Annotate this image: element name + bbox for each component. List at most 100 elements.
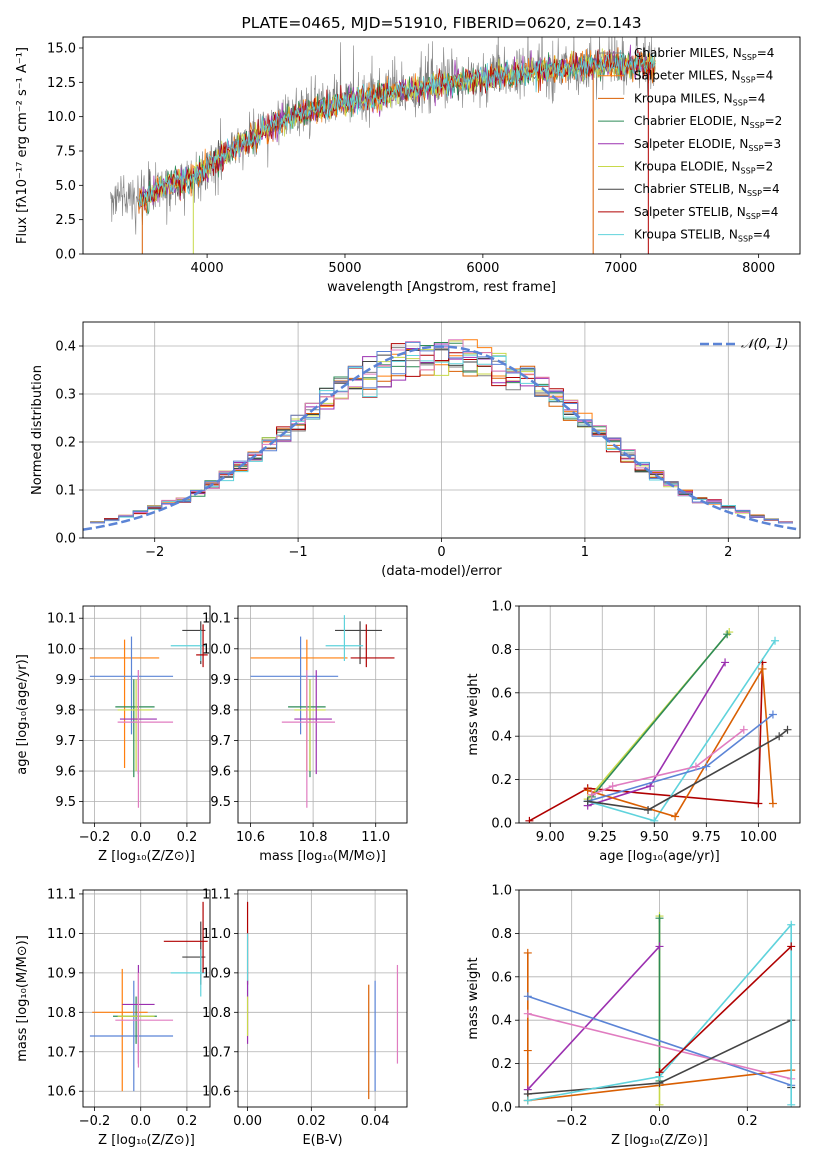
x-tick-label: −1 (289, 545, 308, 560)
y-tick-label: 0.4 (491, 1014, 512, 1029)
mass-vs-ebv-frame (237, 889, 408, 1108)
weight-marker (671, 812, 680, 821)
legend-label: Kroupa ELODIE, NSSP=2 (634, 160, 773, 176)
data-point (89, 639, 160, 768)
x-tick-label: 5000 (328, 261, 361, 276)
y-tick-label: 10.8 (47, 1006, 76, 1021)
weight-marker (655, 1068, 664, 1077)
x-axis-label: age [log₁₀(age/yr)] (599, 849, 720, 864)
weight-marker (787, 920, 796, 929)
massweight-vs-age-frame (518, 605, 801, 824)
x-tick-label: 9.50 (640, 830, 669, 845)
x-tick-label: 9.00 (536, 830, 565, 845)
data-point (350, 624, 395, 668)
y-tick-label: 9.8 (210, 703, 231, 718)
y-tick-label: 11.0 (47, 927, 76, 942)
x-tick-label: 4000 (191, 261, 224, 276)
weight-line (591, 633, 728, 798)
x-tick-label: 2 (724, 545, 732, 560)
weight-marker (768, 799, 777, 808)
age-vs-z-plot-area (89, 621, 208, 808)
y-tick-label: 9.7 (210, 734, 231, 749)
weight-marker (723, 630, 732, 639)
x-axis-label: Z [log₁₀(Z/Z⊙)] (98, 1133, 195, 1148)
y-tick-label: 0.6 (491, 686, 512, 701)
y-axis-label: mass weight (466, 673, 481, 755)
y-tick-label: 7.5 (55, 144, 76, 159)
y-tick-label: 10.6 (202, 1085, 231, 1100)
x-axis-label: (data-model)/error (381, 564, 502, 579)
weight-marker (739, 725, 748, 734)
x-axis-label: Z [log₁₀(Z/Z⊙)] (98, 849, 195, 864)
y-tick-label: 10.6 (47, 1085, 76, 1100)
massweight-vs-age-axes: 9.00 9.25 9.50 9.75 10.00 0.0 0.2 0.4 0.6 0.8 1.0 (491, 600, 800, 845)
x-tick-label: 0.02 (297, 1114, 326, 1129)
legend-label: Chabrier MILES, NSSP=4 (634, 46, 774, 62)
legend-label: Salpeter ELODIE, NSSP=3 (634, 137, 781, 153)
mass-vs-z-axes: −0.2 0.0 0.2 10.6 10.7 10.8 10.9 11.0 11.1 (47, 887, 210, 1129)
spectrum-legend: Chabrier MILES, NSSP=4 Salpeter MILES, NS… (598, 46, 782, 244)
weight-marker (523, 1046, 532, 1055)
weight-marker (771, 636, 780, 645)
data-point (117, 679, 153, 772)
x-axis-label: wavelength [Angstrom, rest frame] (327, 280, 556, 295)
spectrum-series-1 (110, 37, 656, 235)
y-tick-label: 0.1 (55, 484, 76, 499)
age-vs-z-axes: −0.2 0.0 0.2 9.5 9.6 9.7 9.8 9.9 10.0 10.1 (47, 606, 210, 845)
data-point (170, 630, 206, 662)
y-axis-label: mass weight (466, 957, 481, 1039)
mass-vs-z-frame (82, 889, 211, 1108)
y-tick-label: 0.4 (55, 340, 76, 355)
y-tick-label: 5.0 (55, 179, 76, 194)
massweight-vs-age-plot-area (525, 628, 792, 823)
y-tick-label: 10.7 (47, 1045, 76, 1060)
age-vs-z-frame (82, 605, 211, 824)
y-tick-label: 11.1 (47, 887, 76, 902)
x-tick-label: 0.04 (361, 1114, 390, 1129)
y-tick-label: 9.9 (210, 673, 231, 688)
data-point (281, 670, 336, 808)
y-tick-label: 0.0 (55, 532, 76, 547)
x-axis-label: Z [log₁₀(Z/Z⊙)] (611, 1133, 708, 1148)
residuals-axes: −2 −1 0 1 2 0.0 0.1 0.2 0.3 0.4 (55, 322, 800, 560)
weight-line (587, 666, 774, 818)
mass-vs-z-plot-area (89, 901, 208, 1092)
y-tick-label: 9.9 (55, 673, 76, 688)
data-point (294, 679, 326, 772)
x-axis-label: E(B-V) (302, 1133, 342, 1148)
residuals-plot-area (83, 339, 800, 531)
weight-marker (583, 797, 592, 806)
weight-marker (523, 948, 532, 957)
y-tick-label: 1.0 (491, 884, 512, 899)
y-tick-label: 9.5 (55, 795, 76, 810)
weight-marker (525, 816, 534, 823)
weight-marker (655, 1100, 664, 1107)
legend-label: Chabrier STELIB, NSSP=4 (634, 182, 780, 198)
x-tick-label: 0.2 (177, 1114, 198, 1129)
weight-marker (754, 799, 763, 808)
y-tick-label: 2.5 (55, 213, 76, 228)
y-tick-label: 9.6 (210, 765, 231, 780)
gaussian-curve (83, 345, 800, 531)
data-point (89, 636, 174, 735)
legend-label: Kroupa STELIB, NSSP=4 (634, 228, 771, 244)
weight-marker (721, 658, 730, 667)
weight-marker (691, 762, 700, 771)
weight-marker (702, 762, 711, 771)
legend-label: Kroupa MILES, NSSP=4 (634, 91, 765, 107)
spectrum-plot-area (110, 37, 656, 254)
y-tick-label: 10.8 (202, 1006, 231, 1021)
y-tick-label: 15.0 (47, 41, 76, 56)
y-tick-label: 0.0 (55, 248, 76, 263)
histogram-6 (90, 340, 793, 523)
weight-marker (655, 914, 664, 923)
y-tick-label: 0.2 (55, 436, 76, 451)
spectrum-frame (82, 36, 801, 255)
weight-line (527, 1012, 792, 1080)
x-tick-label: −0.2 (556, 1114, 588, 1129)
y-tick-label: 10.1 (202, 612, 231, 627)
weight-line (587, 713, 774, 803)
mass-vs-ebv-plot-area (246, 901, 399, 1100)
y-tick-label: 0.2 (491, 1057, 512, 1072)
